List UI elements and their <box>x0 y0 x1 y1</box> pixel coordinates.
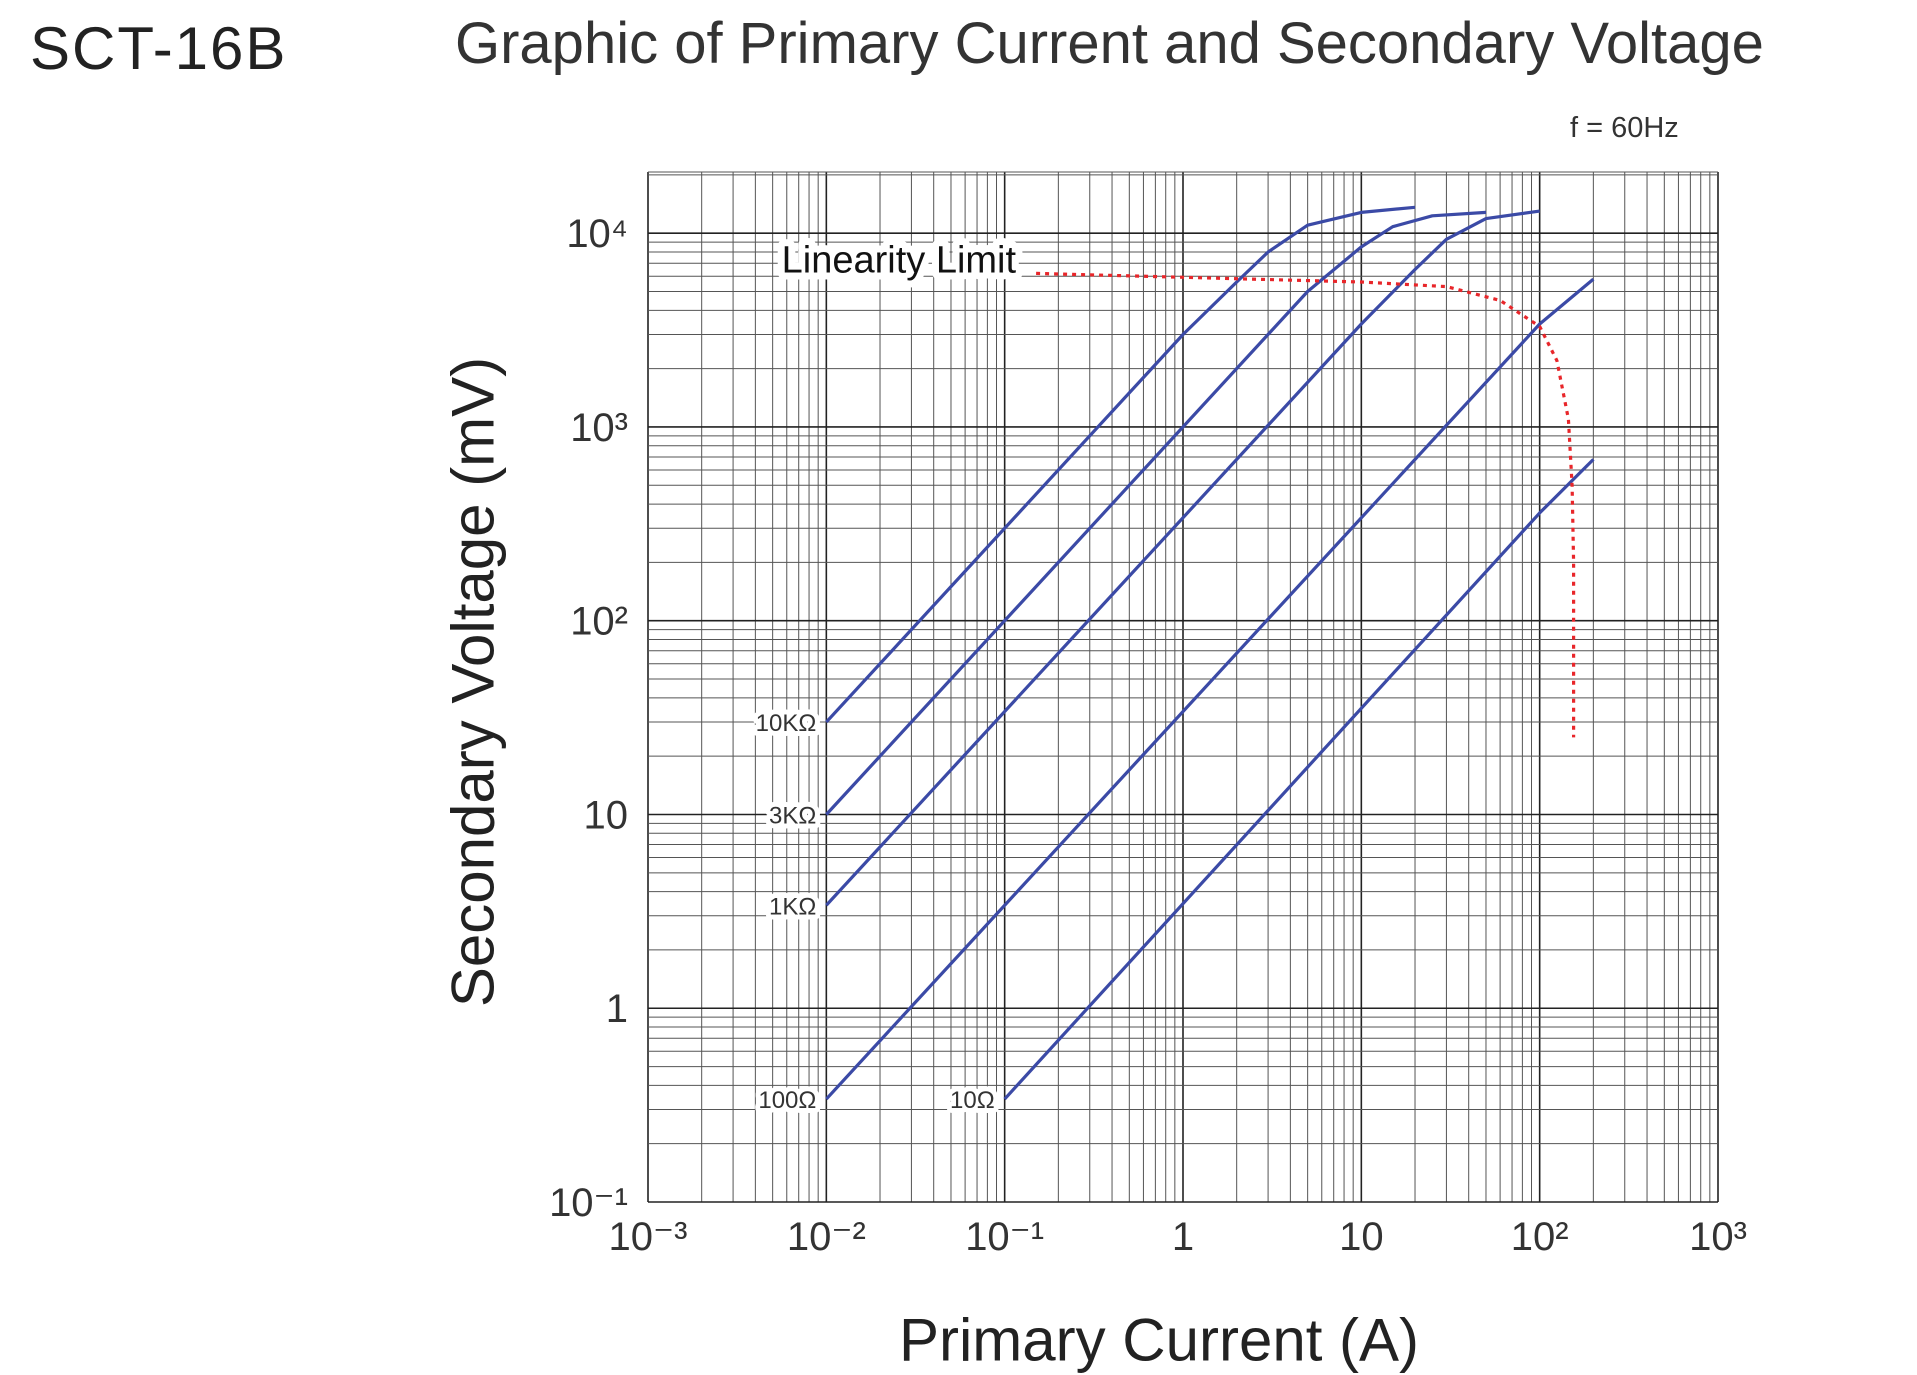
x-tick-label: 10³ <box>1689 1215 1747 1259</box>
y-tick-label: 10³ <box>570 406 628 450</box>
y-tick-label: 1 <box>606 987 628 1031</box>
grid <box>647 171 1719 1203</box>
linearity-limit-label: Linearity Limit <box>782 239 1017 281</box>
y-tick-label: 10⁻¹ <box>549 1181 628 1225</box>
frequency-note: f = 60Hz <box>1570 112 1679 144</box>
linearity-limit-line <box>1036 271 1576 738</box>
x-tick-label: 1 <box>1172 1215 1194 1259</box>
model-name: SCT-16B <box>30 15 288 82</box>
series-label: 3KΩ <box>769 802 816 829</box>
x-tick-label: 10⁻³ <box>609 1215 688 1259</box>
x-tick-label: 10² <box>1511 1215 1569 1259</box>
x-axis-label: Primary Current (A) <box>898 1306 1420 1374</box>
series-line <box>825 209 1540 907</box>
y-tick-label: 10 <box>584 793 629 837</box>
y-tick-label: 10² <box>570 600 628 644</box>
x-tick-label: 10⁻¹ <box>965 1215 1044 1259</box>
x-tick-label: 10⁻² <box>787 1215 866 1259</box>
series-line <box>1003 458 1595 1101</box>
series-label: 10Ω <box>950 1087 995 1114</box>
y-tick-label: 10⁴ <box>566 212 628 256</box>
x-tick-label: 10 <box>1339 1215 1384 1259</box>
series-line <box>825 277 1595 1101</box>
series-label: 10KΩ <box>756 710 817 737</box>
chart-title: Graphic of Primary Current and Secondary… <box>455 11 1764 76</box>
series-line <box>825 210 1487 816</box>
series-line <box>825 205 1416 724</box>
series-label: 100Ω <box>758 1087 816 1114</box>
series-label: 1KΩ <box>769 893 816 920</box>
